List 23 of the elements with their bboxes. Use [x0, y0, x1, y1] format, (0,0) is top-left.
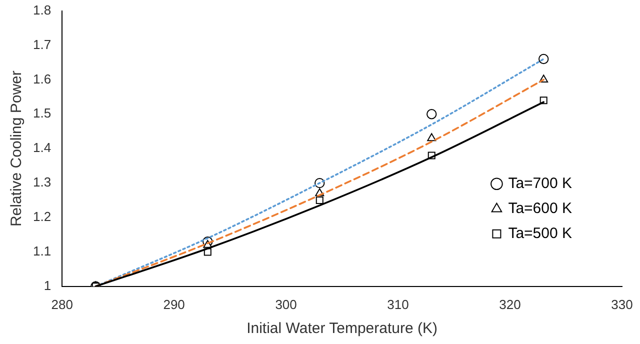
x-tick-label: 290 — [163, 296, 185, 312]
y-tick-label: 1.2 — [32, 209, 52, 224]
y-tick-label: 1.5 — [32, 106, 52, 121]
point — [427, 133, 436, 142]
y-axis-title: Relative Cooling Power — [8, 70, 26, 227]
legend-label: Ta=700 K — [508, 175, 572, 192]
legend-label: Ta=500 K — [508, 225, 572, 242]
y-tick-label: 1.3 — [32, 174, 52, 190]
y-tick-label: 1.6 — [32, 71, 52, 86]
x-axis-title: Initial Water Temperature (K) — [246, 320, 438, 338]
y-tick-label: 1.7 — [32, 36, 52, 52]
y-tick-label: 1.1 — [32, 244, 52, 259]
x-tick-label: 320 — [499, 296, 521, 312]
x-tick-label: 310 — [387, 296, 409, 312]
y-tick-label: 1.4 — [32, 140, 52, 156]
point — [426, 109, 437, 120]
x-tick-label: 280 — [51, 296, 73, 312]
legend-label: Ta=600 K — [508, 200, 572, 218]
x-tick-label: 330 — [611, 296, 633, 312]
y-tick-label: 1 — [44, 278, 52, 293]
y-tick-label: 1.8 — [32, 2, 52, 18]
point — [316, 196, 324, 204]
x-tick-label: 300 — [275, 296, 297, 312]
